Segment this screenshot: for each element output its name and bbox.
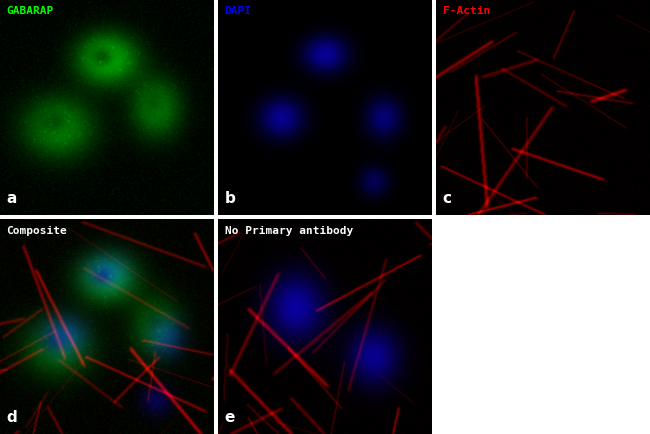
Text: Composite: Composite bbox=[6, 226, 67, 236]
Text: DAPI: DAPI bbox=[224, 7, 252, 16]
Text: e: e bbox=[224, 411, 235, 425]
Text: d: d bbox=[6, 411, 17, 425]
Text: F-Actin: F-Actin bbox=[443, 7, 490, 16]
Text: a: a bbox=[6, 191, 17, 206]
Text: c: c bbox=[443, 191, 452, 206]
Text: GABARAP: GABARAP bbox=[6, 7, 54, 16]
Text: b: b bbox=[224, 191, 235, 206]
Text: No Primary antibody: No Primary antibody bbox=[224, 226, 353, 236]
